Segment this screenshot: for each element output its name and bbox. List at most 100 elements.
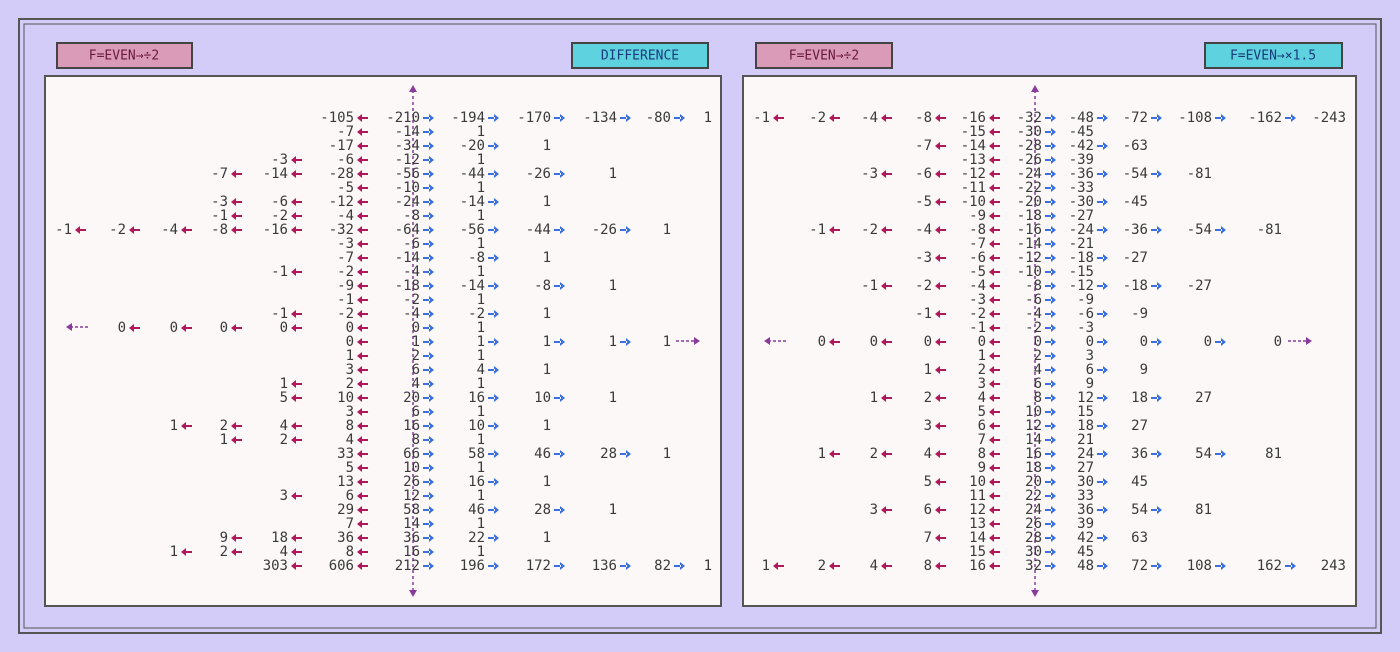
arrow-right [554, 114, 565, 122]
cell-value: -45 [1069, 124, 1094, 140]
arrow-left [989, 170, 1000, 178]
arrow-right [488, 254, 499, 262]
tag-box[interactable] [56, 42, 193, 69]
cell-value: 6 [346, 488, 354, 504]
cell-value: -3 [271, 152, 288, 168]
cell-value: -33 [1069, 180, 1094, 196]
cell-value: 4 [280, 544, 288, 560]
arrow-left [231, 212, 242, 220]
arrow-left [357, 282, 368, 290]
arrow-right [1151, 170, 1162, 178]
cell-value: -34 [395, 138, 420, 154]
cell-value: 0 [978, 334, 986, 350]
cell-value: -24 [395, 194, 420, 210]
cell-value: -54 [1187, 222, 1212, 238]
arrow-right [1045, 548, 1056, 556]
tag-box[interactable] [755, 42, 893, 69]
cell-value: -4 [403, 264, 420, 280]
arrow-left [231, 548, 242, 556]
cell-value: -6 [1077, 306, 1094, 322]
cell-value: 108 [1187, 558, 1212, 574]
arrow-left [881, 114, 892, 122]
cell-value: -8 [915, 110, 932, 126]
cell-value: 18 [1025, 460, 1042, 476]
arrow-left [291, 380, 302, 388]
cell-value: -18 [1017, 208, 1042, 224]
arrow-right [423, 408, 434, 416]
cell-value: 2 [412, 348, 420, 364]
cell-value: -2 [1025, 320, 1042, 336]
cell-value: 42 [1077, 530, 1094, 546]
arrow-left [231, 198, 242, 206]
arrow-left [935, 394, 946, 402]
cell-value: -42 [1069, 138, 1094, 154]
cell-value: -30 [1017, 124, 1042, 140]
arrow-left [291, 562, 302, 570]
cell-value: 9 [1140, 362, 1148, 378]
cell-value: 21 [1077, 432, 1094, 448]
arrow-right [423, 198, 434, 206]
tag-box[interactable] [571, 42, 709, 69]
cell-value: -7 [915, 138, 932, 154]
cell-value: 1 [663, 222, 671, 238]
arrow-left [357, 128, 368, 136]
arrow-left [935, 170, 946, 178]
arrow-right [1045, 226, 1056, 234]
cell-value: 1 [609, 390, 617, 406]
arrow-left [291, 170, 302, 178]
cell-value: 6 [412, 404, 420, 420]
arrow-left [357, 114, 368, 122]
cell-value: 1 [978, 348, 986, 364]
arrow-right [1097, 282, 1108, 290]
cell-value: -7 [337, 124, 354, 140]
cell-value: -18 [1069, 250, 1094, 266]
cell-value: -8 [468, 250, 485, 266]
cell-value: 16 [1025, 446, 1042, 462]
cell-value: 2 [1034, 348, 1042, 364]
arrow-left [935, 562, 946, 570]
tag-box[interactable] [1204, 42, 1343, 69]
cell-value: 5 [978, 404, 986, 420]
cell-value: 27 [1195, 390, 1212, 406]
cell-value: 212 [395, 558, 420, 574]
cell-value: 4 [477, 362, 485, 378]
arrow-left [291, 324, 302, 332]
cell-value: 12 [969, 502, 986, 518]
cell-value: -14 [395, 250, 420, 266]
cell-value: -4 [1025, 306, 1042, 322]
cell-value: -14 [1017, 236, 1042, 252]
arrow-right [1151, 282, 1162, 290]
cell-value: 36 [1131, 446, 1148, 462]
arrow-left [357, 338, 368, 346]
cell-value: 3 [870, 502, 878, 518]
arrow-left [989, 520, 1000, 528]
arrow-left [357, 394, 368, 402]
arrow-left [181, 548, 192, 556]
arrow-left [989, 562, 1000, 570]
arrow-left [75, 226, 86, 234]
cell-value: -1 [861, 278, 878, 294]
arrow-left [357, 184, 368, 192]
cell-value: -1 [809, 222, 826, 238]
cell-value: 22 [1025, 488, 1042, 504]
cell-value: 45 [1077, 544, 1094, 560]
dashed-arrow [66, 323, 1312, 345]
cell-value: 36 [337, 530, 354, 546]
cell-value: 16 [969, 558, 986, 574]
cell-value: 46 [534, 446, 551, 462]
cell-value: -8 [534, 278, 551, 294]
arrow-right [423, 296, 434, 304]
cell-value: 45 [1131, 474, 1148, 490]
cell-value: 0 [818, 334, 826, 350]
arrow-left [357, 254, 368, 262]
arrow-left [989, 114, 1000, 122]
arrow-left [231, 534, 242, 542]
arrow-left [357, 450, 368, 458]
arrow-right [554, 226, 565, 234]
arrow-right [423, 394, 434, 402]
arrow-right [1097, 198, 1108, 206]
arrow-right [620, 338, 631, 346]
arrow-right [423, 352, 434, 360]
arrow-right [1215, 562, 1226, 570]
